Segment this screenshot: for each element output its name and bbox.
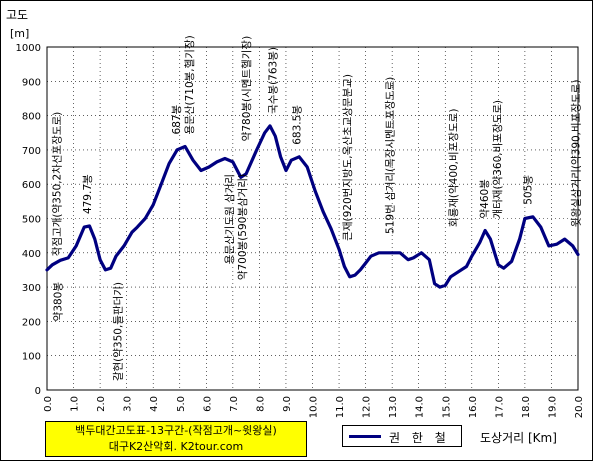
x-tick-label: 5.0 bbox=[176, 396, 187, 412]
x-tick-label: 6.0 bbox=[202, 396, 213, 412]
chart-caption: 백두대간고도표-13구간-(작점고개~윗왕실) 대구K2산악회. K2tour.… bbox=[45, 421, 307, 457]
annotation-label: 큰재(920번지방도,옥산초교상문분교) bbox=[342, 74, 354, 241]
annotation-label: 윗왕실삼거리(약390,비포장도로) bbox=[570, 80, 582, 228]
annotation-label: 약460봉 bbox=[479, 179, 491, 219]
x-tick-label: 7.0 bbox=[229, 396, 240, 412]
annotation-label: 용문산기도원 삼거리 bbox=[224, 174, 236, 264]
annotation-label: 작점고개(약350,2차선포장도로) bbox=[51, 112, 63, 257]
annotation-label: 479.7봉 bbox=[82, 174, 94, 214]
series-line-0 bbox=[45, 124, 580, 289]
x-tick-label: 19.0 bbox=[547, 396, 558, 418]
y-tick-label: 900 bbox=[22, 77, 41, 88]
annotation-label: 국수봉(763봉) bbox=[268, 47, 280, 114]
x-tick-label: 9.0 bbox=[282, 396, 293, 412]
y-tick-label: 100 bbox=[22, 352, 41, 363]
y-tick-label: 200 bbox=[22, 317, 41, 328]
y-tick-label: 700 bbox=[22, 146, 41, 157]
y-axis-title: 고도 bbox=[6, 8, 29, 22]
annotation-label: 687봉 bbox=[171, 104, 183, 134]
caption-line-2: 대구K2산악회. K2tour.com bbox=[108, 440, 244, 453]
y-tick-label: 0 bbox=[35, 386, 41, 397]
x-tick-label: 4.0 bbox=[149, 396, 160, 412]
plot-area bbox=[46, 46, 579, 391]
caption-line-1: 백두대간고도표-13구간-(작점고개~윗왕실) bbox=[75, 424, 277, 437]
x-tick-label: 13.0 bbox=[388, 396, 399, 418]
legend-swatch bbox=[349, 435, 381, 438]
x-tick-label: 18.0 bbox=[521, 396, 532, 418]
x-tick-label: 3.0 bbox=[123, 396, 134, 412]
annotation-label: 519번 삼거리(목장시멘트포장도로) bbox=[384, 77, 396, 234]
x-tick-label: 1.0 bbox=[70, 396, 81, 412]
x-tick-label: 15.0 bbox=[441, 396, 452, 418]
x-tick-label: 20.0 bbox=[574, 396, 585, 418]
x-tick-label: 16.0 bbox=[468, 396, 479, 418]
legend-label: 권 한 철 bbox=[389, 431, 450, 445]
annotation-label: 505봉 bbox=[523, 175, 535, 205]
x-tick-label: 8.0 bbox=[255, 396, 266, 412]
x-tick-label: 0.0 bbox=[43, 396, 54, 412]
y-tick-label: 600 bbox=[22, 180, 41, 191]
y-axis-unit: [m] bbox=[10, 27, 30, 40]
x-tick-label: 2.0 bbox=[96, 396, 107, 412]
y-tick-label: 800 bbox=[22, 112, 41, 123]
x-axis-label: 도상거리 [Km] bbox=[480, 431, 557, 445]
annotation-label: 회룡재(약400,비포장도로) bbox=[448, 109, 460, 228]
y-tick-label: 300 bbox=[22, 283, 41, 294]
y-tick-label: 400 bbox=[22, 249, 41, 260]
annotation-label: 용문산(710봉,헬기장) bbox=[184, 35, 196, 134]
x-tick-label: 12.0 bbox=[362, 396, 373, 418]
y-tick-label: 1000 bbox=[16, 43, 41, 54]
x-tick-label: 11.0 bbox=[335, 396, 346, 418]
x-tick-label: 10.0 bbox=[309, 396, 320, 418]
annotation-label: 약700봉(590봉삼거리) bbox=[237, 174, 249, 280]
x-tick-label: 17.0 bbox=[494, 396, 505, 418]
x-tick-label: 14.0 bbox=[415, 396, 426, 418]
legend: 권 한 철 bbox=[342, 425, 462, 447]
annotation-label: 개터재(약360,비포장도로) bbox=[492, 100, 504, 219]
annotation-label: 683.5봉 bbox=[292, 105, 304, 145]
annotation-label: 약780봉(시멘트헬기장) bbox=[241, 36, 253, 142]
annotation-label: 약380봉 bbox=[53, 282, 65, 322]
y-tick-label: 500 bbox=[22, 215, 41, 226]
annotation-label: 갈현(약350,들판더기) bbox=[111, 282, 124, 381]
